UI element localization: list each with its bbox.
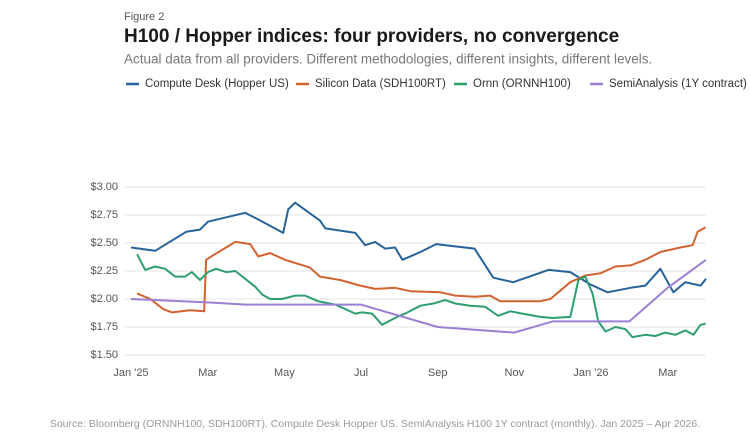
y-tick-label: $1.50 bbox=[90, 349, 118, 361]
series-line bbox=[130, 258, 707, 334]
y-tick-label: $1.75 bbox=[90, 321, 118, 333]
y-tick-label: $3.00 bbox=[90, 181, 118, 193]
legend-label: Silicon Data (SDH100RT) bbox=[315, 78, 446, 90]
x-tick-label: Mar bbox=[658, 367, 677, 379]
series-line bbox=[130, 201, 707, 294]
legend-label: SemiAnalysis (1Y contract) bbox=[609, 78, 747, 90]
source-note: Source: Bloomberg (ORNNH100, SDH100RT). … bbox=[50, 418, 700, 430]
x-tick-label: Sep bbox=[428, 367, 448, 379]
x-tick-label: Jan '25 bbox=[113, 367, 148, 379]
y-tick-label: $2.50 bbox=[90, 237, 118, 249]
x-tick-label: Jan '26 bbox=[573, 367, 608, 379]
legend-label: Ornn (ORNNH100) bbox=[473, 78, 571, 90]
y-tick-label: $2.00 bbox=[90, 293, 118, 305]
chart-subtitle: Actual data from all providers. Differen… bbox=[124, 52, 652, 67]
chart-title: H100 / Hopper indices: four providers, n… bbox=[124, 26, 619, 47]
figure-label: Figure 2 bbox=[124, 11, 164, 23]
x-tick-label: May bbox=[274, 367, 295, 379]
x-tick-label: Mar bbox=[198, 367, 217, 379]
legend-label: Compute Desk (Hopper US) bbox=[145, 78, 289, 90]
series-line bbox=[136, 253, 706, 339]
series-line bbox=[136, 226, 707, 314]
x-tick-label: Jul bbox=[354, 367, 368, 379]
y-tick-label: $2.25 bbox=[90, 265, 118, 277]
x-tick-label: Nov bbox=[505, 367, 525, 379]
y-tick-label: $2.75 bbox=[90, 209, 118, 221]
